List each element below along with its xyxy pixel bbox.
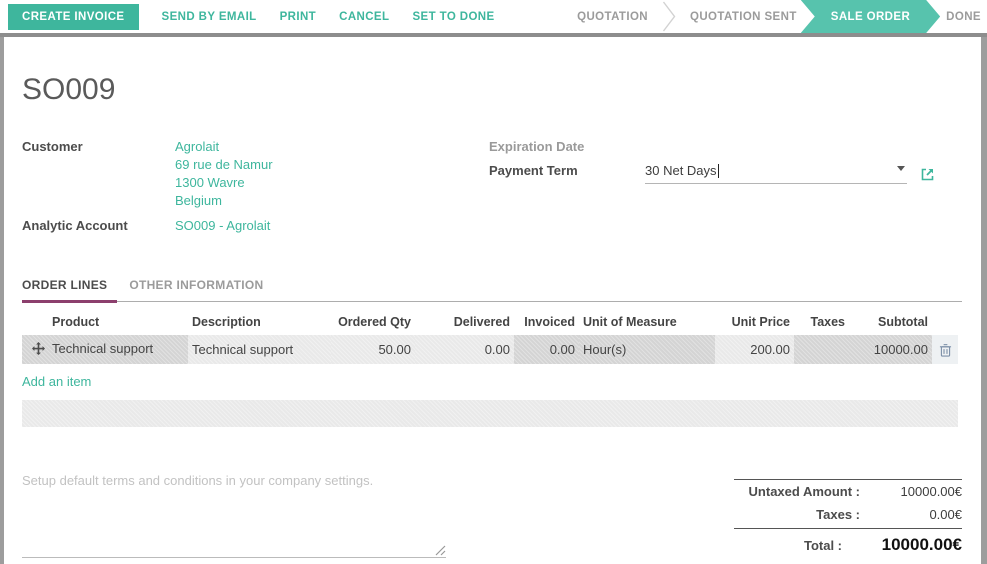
customer-street[interactable]: 69 rue de Namur: [175, 157, 273, 172]
vertical-scrollbar[interactable]: [981, 37, 987, 564]
order-lines-table: Product Description Ordered Qty Delivere…: [22, 310, 958, 364]
analytic-account-label: Analytic Account: [22, 218, 128, 233]
send-by-email-button[interactable]: SEND BY EMAIL: [161, 10, 257, 23]
notebook-tabs: ORDER LINES OTHER INFORMATION: [22, 278, 962, 303]
expiration-date-label: Expiration Date: [489, 139, 585, 154]
col-ordered-qty[interactable]: Ordered Qty: [338, 315, 411, 329]
untaxed-amount-row: Untaxed Amount : 10000.00€: [734, 479, 962, 503]
cell-product[interactable]: Technical support: [22, 335, 188, 364]
cell-unit-of-measure[interactable]: Hour(s): [579, 335, 715, 364]
field-column-left: Customer Agrolait 69 rue de Namur 1300 W…: [22, 138, 489, 235]
text-cursor: [717, 164, 719, 178]
analytic-account-field: Analytic Account SO009 - Agrolait: [22, 217, 489, 235]
payment-term-field: Payment Term 30 Net Days: [489, 162, 962, 184]
tab-other-information[interactable]: OTHER INFORMATION: [129, 278, 264, 292]
form-page: SO009 Customer Agrolait 69 rue de Namur …: [0, 37, 987, 564]
chevron-separator-icon: [662, 1, 676, 32]
col-unit-of-measure[interactable]: Unit of Measure: [583, 315, 677, 329]
col-delivered[interactable]: Delivered: [453, 315, 510, 329]
dropdown-caret-icon[interactable]: [897, 165, 905, 171]
cell-subtotal[interactable]: 10000.00: [849, 335, 932, 364]
external-link-icon[interactable]: [920, 167, 935, 182]
table-row[interactable]: Technical support Technical support 50.0…: [22, 335, 958, 364]
print-button[interactable]: PRINT: [279, 10, 317, 23]
terms-textarea[interactable]: Setup default terms and conditions in yo…: [22, 466, 446, 558]
cell-unit-price[interactable]: 200.00: [715, 335, 794, 364]
taxes-label: Taxes :: [816, 507, 860, 522]
analytic-account-link[interactable]: SO009 - Agrolait: [175, 218, 271, 233]
customer-name-link[interactable]: Agrolait: [175, 139, 220, 154]
cell-ordered-qty[interactable]: 50.00: [331, 335, 415, 364]
totals-panel: Untaxed Amount : 10000.00€ Taxes : 0.00€…: [734, 479, 962, 559]
set-to-done-button[interactable]: SET TO DONE: [412, 10, 495, 23]
statusbar-step-quotation-sent[interactable]: QUOTATION SENT: [690, 10, 797, 23]
col-product[interactable]: Product: [52, 315, 100, 329]
customer-label: Customer: [22, 139, 83, 154]
cell-invoiced[interactable]: 0.00: [514, 335, 579, 364]
untaxed-amount-value: 10000.00€: [900, 484, 962, 499]
bottom-section: Setup default terms and conditions in yo…: [22, 466, 962, 559]
cancel-button[interactable]: CANCEL: [339, 10, 390, 23]
statusbar-step-sale-order[interactable]: SALE ORDER: [801, 0, 940, 33]
untaxed-amount-label: Untaxed Amount :: [748, 484, 860, 499]
left-edge-strip: [0, 37, 4, 564]
statusbar: QUOTATION QUOTATION SENT SALE ORDER DONE: [563, 0, 987, 33]
field-group: Customer Agrolait 69 rue de Namur 1300 W…: [22, 138, 962, 235]
cell-delivered[interactable]: 0.00: [415, 335, 514, 364]
expiration-date-field: Expiration Date: [489, 138, 962, 156]
payment-term-value: 30 Net Days: [645, 163, 717, 178]
add-an-item-link[interactable]: Add an item: [22, 374, 92, 389]
payment-term-label: Payment Term: [489, 163, 578, 178]
customer-field: Customer Agrolait 69 rue de Namur 1300 W…: [22, 138, 489, 210]
taxes-value: 0.00€: [929, 507, 962, 522]
page-title: SO009: [22, 73, 116, 106]
col-description[interactable]: Description: [192, 315, 261, 329]
table-header-row: Product Description Ordered Qty Delivere…: [22, 310, 958, 335]
form-sheet: SO009 Customer Agrolait 69 rue de Namur …: [4, 37, 981, 564]
col-invoiced[interactable]: Invoiced: [524, 315, 575, 329]
customer-country[interactable]: Belgium: [175, 193, 222, 208]
customer-value: Agrolait 69 rue de Namur 1300 Wavre Belg…: [175, 138, 273, 210]
total-value: 10000.00€: [881, 535, 962, 554]
resize-handle-icon[interactable]: [435, 545, 446, 556]
delete-icon[interactable]: [932, 335, 958, 364]
field-column-right: Expiration Date Payment Term 30 Net Days: [489, 138, 962, 235]
col-taxes[interactable]: Taxes: [810, 315, 845, 329]
cell-description[interactable]: Technical support: [188, 335, 331, 364]
payment-term-widget: 30 Net Days: [645, 162, 935, 184]
empty-row-strip[interactable]: [22, 400, 958, 427]
total-row: Total : 10000.00€: [734, 528, 962, 559]
payment-term-input[interactable]: 30 Net Days: [645, 162, 907, 184]
terms-placeholder: Setup default terms and conditions in yo…: [22, 473, 374, 488]
col-subtotal[interactable]: Subtotal: [878, 315, 928, 329]
cell-taxes[interactable]: [794, 335, 849, 364]
col-delete: [932, 310, 958, 335]
taxes-row: Taxes : 0.00€: [734, 503, 962, 526]
toolbar: CREATE INVOICE SEND BY EMAIL PRINT CANCE…: [0, 0, 987, 33]
customer-city[interactable]: 1300 Wavre: [175, 175, 245, 190]
col-unit-price[interactable]: Unit Price: [731, 315, 790, 329]
statusbar-step-quotation[interactable]: QUOTATION: [577, 10, 648, 23]
statusbar-step-done[interactable]: DONE: [946, 10, 981, 23]
tab-order-lines[interactable]: ORDER LINES: [22, 278, 118, 303]
toolbar-divider: [0, 33, 987, 37]
create-invoice-button[interactable]: CREATE INVOICE: [8, 3, 139, 30]
total-label: Total :: [803, 538, 842, 553]
drag-handle-icon[interactable]: [32, 342, 45, 358]
